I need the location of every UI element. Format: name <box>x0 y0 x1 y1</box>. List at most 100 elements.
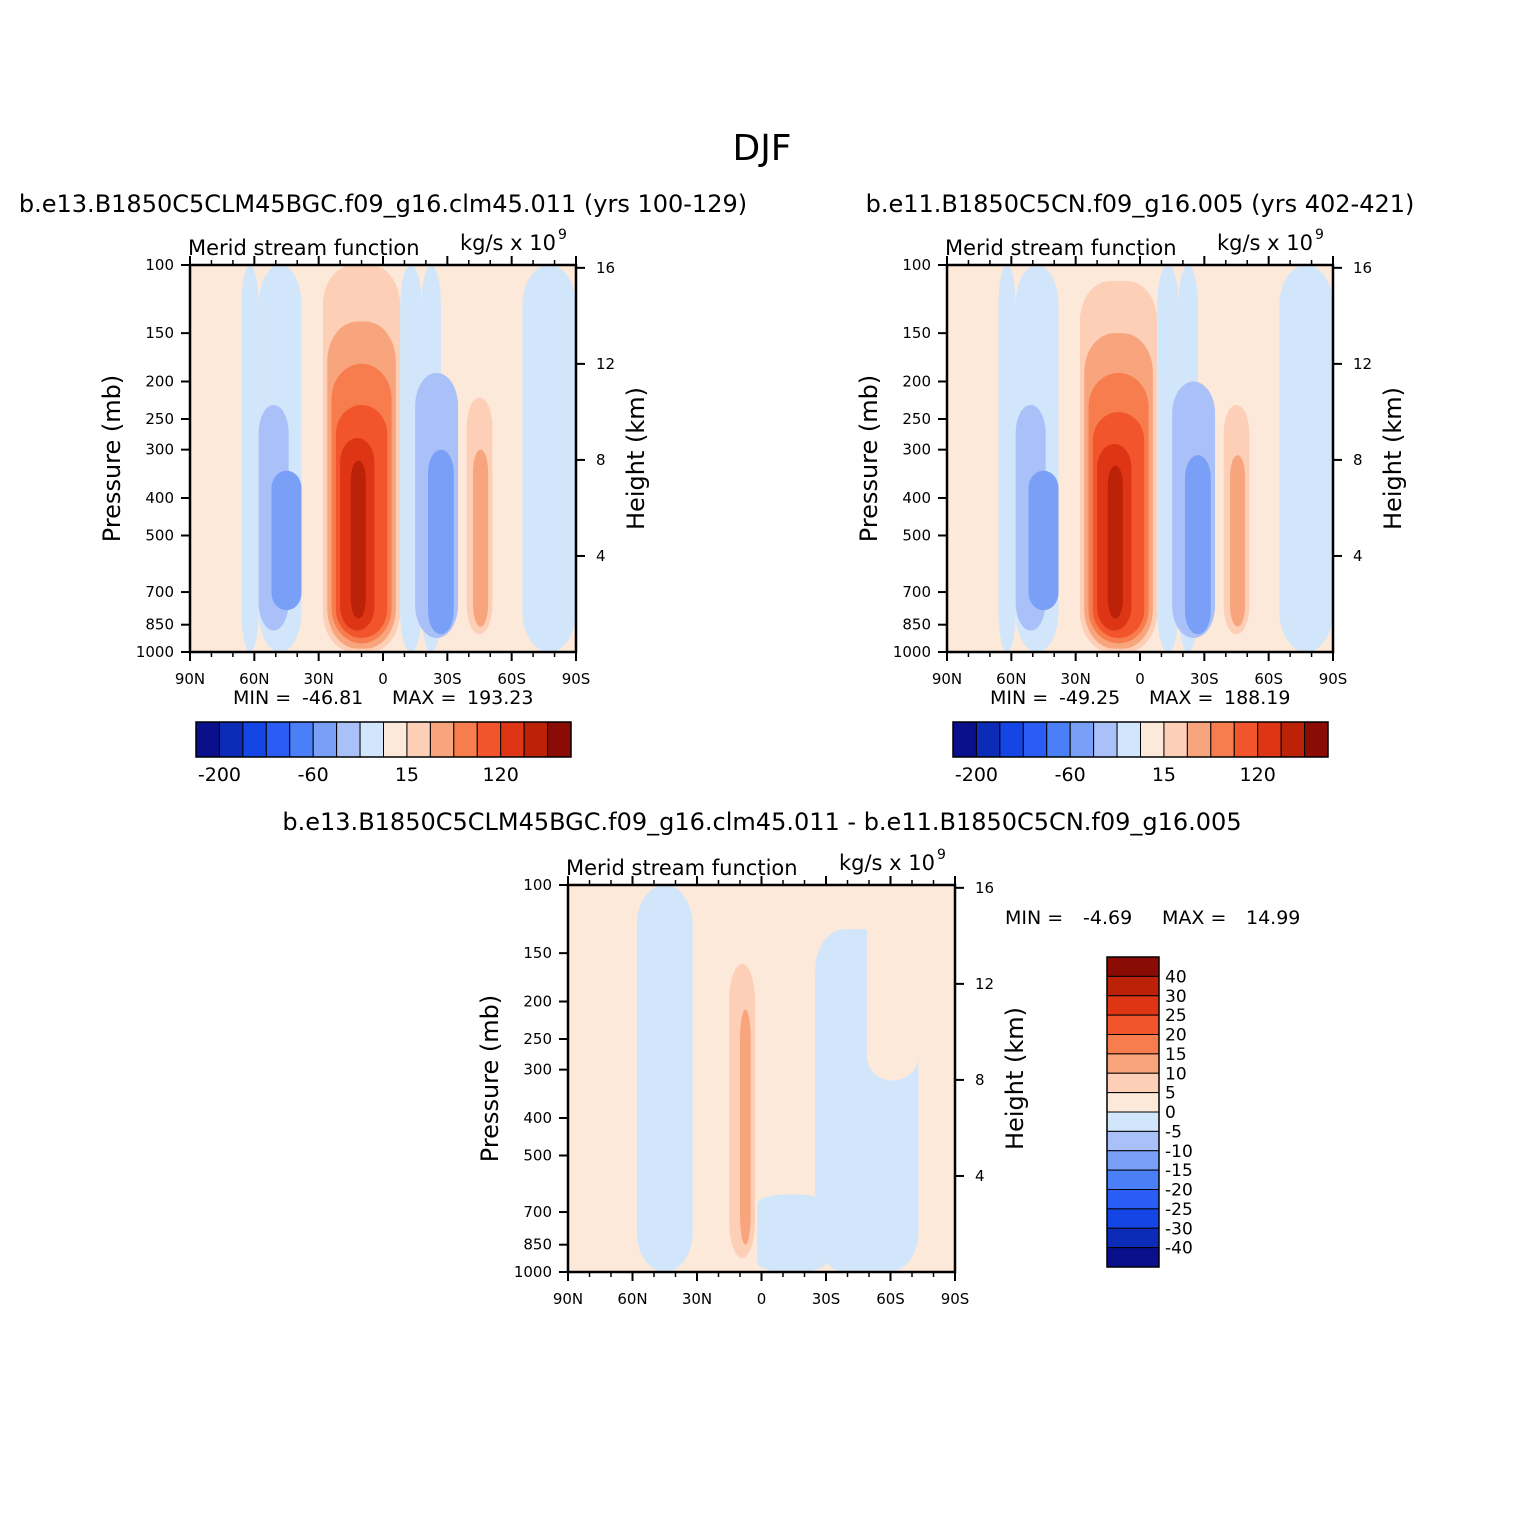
x-tick-label: 30S <box>1190 670 1219 688</box>
x-tick-label: 60N <box>617 1290 647 1308</box>
colorbar-box <box>218 721 244 758</box>
colorbar-label: -60 <box>1055 764 1086 786</box>
panel-title: b.e11.B1850C5CN.f09_g16.005 (yrs 402-421… <box>866 190 1415 218</box>
colorbar-box <box>265 721 291 758</box>
colorbar-label: 20 <box>1165 1026 1187 1046</box>
y-tick-label: 200 <box>902 372 931 390</box>
colorbar-box <box>1257 721 1282 758</box>
max-value: 193.23 <box>467 687 533 709</box>
min-value: -4.69 <box>1083 907 1132 929</box>
y-tick-label: 700 <box>902 583 931 601</box>
colorbar-label: 120 <box>483 764 519 786</box>
colorbar-box <box>312 721 338 758</box>
panel-1: b.e13.B1850C5CLM45BGC.f09_g16.clm45.011 … <box>19 190 747 786</box>
colorbar-box <box>336 721 361 758</box>
y-tick-label: 100 <box>145 256 174 274</box>
x-tick-label: 90S <box>1319 670 1348 688</box>
y-tick-label: 500 <box>902 527 931 545</box>
colorbar-label: -30 <box>1165 1219 1193 1239</box>
colorbar-box <box>1106 956 1160 977</box>
contour-band <box>1028 470 1059 611</box>
colorbar-box <box>547 721 572 758</box>
contour-band <box>740 1009 751 1245</box>
right-string: kg/s x 10 <box>1217 231 1313 255</box>
max-value: 14.99 <box>1246 907 1300 929</box>
y-axis-label: Pressure (mb) <box>476 995 504 1162</box>
y-right-tick-label: 8 <box>596 451 606 469</box>
y-tick-label: 150 <box>523 944 552 962</box>
colorbar-label: -25 <box>1165 1200 1193 1220</box>
contour-band <box>866 885 919 1081</box>
colorbar-box <box>1233 721 1259 758</box>
y-tick-label: 250 <box>145 410 174 428</box>
panel-2: b.e11.B1850C5CN.f09_g16.005 (yrs 402-421… <box>855 190 1414 786</box>
contour-band <box>918 885 955 1272</box>
colorbar-box <box>289 721 314 758</box>
colorbar-box <box>1022 721 1048 758</box>
y-tick-label: 100 <box>902 256 931 274</box>
y-tick-label: 700 <box>145 583 174 601</box>
colorbar-label: 120 <box>1240 764 1276 786</box>
contour-band <box>190 265 242 652</box>
colorbar-box <box>1106 1072 1160 1094</box>
colorbar: -200 -60 15 120 <box>195 721 572 786</box>
contour-field <box>190 265 576 652</box>
colorbar-box <box>1106 995 1160 1016</box>
colorbar-label: 5 <box>1165 1084 1176 1104</box>
y-right-tick-label: 16 <box>1353 259 1372 277</box>
y-axis-label: Pressure (mb) <box>855 375 883 542</box>
colorbar-label: 0 <box>1165 1103 1176 1123</box>
colorbar-label: -10 <box>1165 1142 1193 1162</box>
x-tick-label: 60N <box>239 670 269 688</box>
contour-band <box>271 470 302 611</box>
colorbar-frame <box>195 721 572 758</box>
colorbar-label: -15 <box>1165 1161 1193 1181</box>
contour-field <box>947 265 1333 652</box>
min-label: MIN = <box>1005 907 1063 929</box>
colorbar-box <box>1140 721 1165 758</box>
y-right-axis-label: Height (km) <box>1001 1007 1029 1150</box>
contour-band <box>428 449 454 635</box>
contour-band <box>757 1194 826 1272</box>
colorbar-box <box>195 721 220 758</box>
y-tick-label: 150 <box>145 324 174 342</box>
y-right-axis-label: Height (km) <box>622 387 650 530</box>
contour-band <box>947 265 999 652</box>
colorbar-box <box>1106 1169 1160 1190</box>
figure-title: DJF <box>732 128 791 169</box>
y-tick-label: 1000 <box>136 643 174 661</box>
contour-field <box>568 885 955 1272</box>
contour-band <box>568 885 637 1272</box>
colorbar-box <box>476 721 502 758</box>
y-right-tick-label: 12 <box>596 355 615 373</box>
y-right-tick-label: 8 <box>975 1071 985 1089</box>
y-tick-label: 150 <box>902 324 931 342</box>
colorbar-box <box>1280 721 1306 758</box>
colorbar-box <box>1106 1247 1160 1268</box>
y-tick-label: 400 <box>523 1109 552 1127</box>
colorbar: -200 -60 15 120 <box>952 721 1329 786</box>
colorbar-box <box>1106 1130 1160 1152</box>
panels: b.e13.B1850C5CLM45BGC.f09_g16.clm45.011 … <box>19 190 1414 1308</box>
x-tick-label: 0 <box>1135 670 1145 688</box>
colorbar-box <box>500 721 525 758</box>
y-right-tick-label: 4 <box>596 547 606 565</box>
x-tick-label: 0 <box>378 670 388 688</box>
colorbar-label: -200 <box>955 764 998 786</box>
colorbar-box <box>1186 721 1212 758</box>
colorbar-box <box>453 721 478 758</box>
colorbar-box <box>1106 1227 1160 1249</box>
max-label: MAX = <box>1149 687 1213 709</box>
y-right-tick-label: 12 <box>1353 355 1372 373</box>
colorbar-box <box>1106 1014 1160 1035</box>
colorbar-box <box>1163 721 1188 758</box>
colorbar-frame <box>952 721 1329 758</box>
left-string: Merid stream function <box>188 236 420 260</box>
colorbar-box <box>1106 1111 1160 1132</box>
contour-band <box>473 449 489 627</box>
contour-band <box>998 265 1016 652</box>
y-tick-label: 200 <box>145 372 174 390</box>
colorbar-label: 25 <box>1165 1006 1187 1026</box>
x-tick-label: 90N <box>932 670 962 688</box>
